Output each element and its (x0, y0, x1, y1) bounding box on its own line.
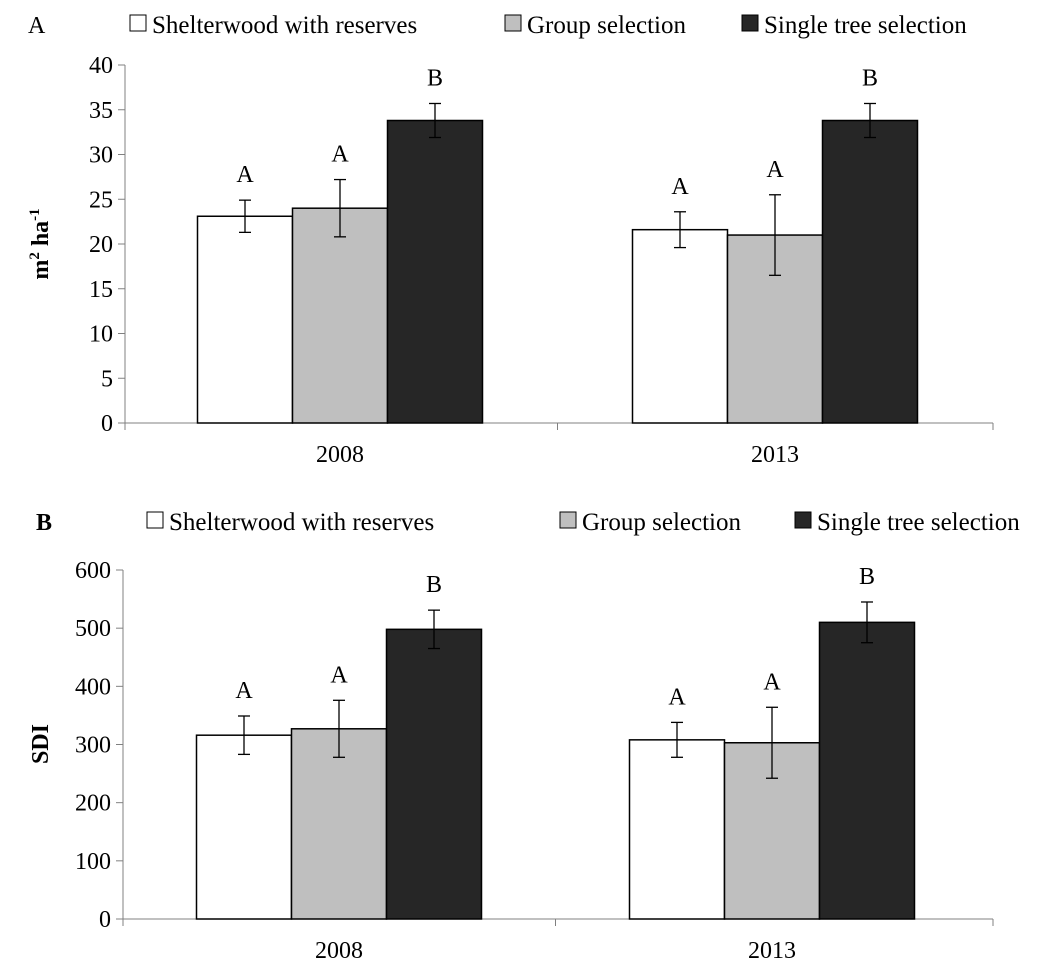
panel-2-y-tick-label-2: 200 (75, 791, 111, 817)
panel-2-legend-label-2: Group selection (582, 509, 741, 536)
panel-2-y-tick-label-4: 400 (75, 674, 111, 700)
panel-1-sig-letter-3-2013: B (862, 65, 878, 91)
panel-1-y-tick-label-1: 5 (101, 366, 113, 392)
panel-2-bar-3-2008 (385, 628, 483, 920)
panel-1-sig-letter-3-2008: B (427, 65, 443, 91)
panel-2-y-tick-label-3: 300 (75, 733, 111, 759)
panel-1-legend-swatch-2 (504, 14, 522, 32)
panel-1-bar-3-2008 (386, 119, 484, 424)
panel-1-label: A (28, 13, 46, 39)
panel-2-legend-label-1: Shelterwood with reserves (169, 509, 434, 536)
panel-1-y-tick-label-3: 15 (89, 277, 113, 303)
panel-1-sig-letter-1-2013: A (671, 174, 689, 200)
panel-1-y-tick-label-0: 0 (101, 411, 113, 437)
panel-1-sig-letter-2-2008: A (331, 142, 349, 168)
panel-2-legend-swatch-2 (559, 511, 577, 529)
panel-2-category-label-2: 2013 (748, 938, 796, 964)
panel-2-bar-3-2013 (818, 621, 916, 920)
panel-2-bar-2-2008 (290, 728, 388, 920)
panel-1-y-tick-label-8: 40 (89, 53, 113, 79)
panel-2-legend-swatch-1 (146, 511, 164, 529)
panel-2-sig-letter-2-2008: A (330, 662, 348, 688)
panel-2-y-tick-label-6: 600 (75, 558, 111, 584)
panel-2-y-tick-label-0: 0 (99, 907, 111, 933)
panel-1-sig-letter-2-2013: A (766, 157, 784, 183)
panel-1-sig-letter-1-2008: A (236, 162, 254, 188)
panel-1-y-tick-label-5: 25 (89, 187, 113, 213)
panel-1-bar-2-2008 (291, 207, 389, 424)
panel-1-y-tick-label-7: 35 (89, 98, 113, 124)
panel-1-y-tick-label-4: 20 (89, 232, 113, 258)
panel-2-sig-letter-3-2008: B (426, 572, 442, 598)
panel-1-bar-3-2013 (821, 119, 919, 424)
panel-1-legend-swatch-3 (741, 14, 759, 32)
panel-1-category-label-1: 2008 (316, 442, 364, 468)
panel-2-bar-1-2013 (628, 739, 726, 920)
panel-2-y-tick-label-1: 100 (75, 849, 111, 875)
panel-2-sig-letter-3-2013: B (859, 564, 875, 590)
panel-1-y-tick-label-6: 30 (89, 143, 113, 169)
panel-2-category-label-1: 2008 (315, 938, 363, 964)
panel-2-legend-swatch-3 (794, 511, 812, 529)
panel-2-sig-letter-2-2013: A (763, 669, 781, 695)
panel-1-legend-label-1: Shelterwood with reserves (152, 12, 417, 39)
panel-1-legend-label-3: Single tree selection (764, 12, 967, 39)
panel-2-label: B (36, 510, 52, 536)
panel-2-y-axis-label: SDI (28, 724, 54, 764)
panel-2-bar-1-2008 (195, 734, 293, 920)
panel-2-sig-letter-1-2008: A (235, 678, 253, 704)
panel-1-y-axis-label: m2 ha-1 (27, 208, 54, 279)
panel-1-legend-swatch-1 (129, 14, 147, 32)
panel-2-y-tick-label-5: 500 (75, 616, 111, 642)
panel-2-sig-letter-1-2013: A (668, 684, 686, 710)
panel-1-category-label-2: 2013 (751, 442, 799, 468)
panel-1-bar-1-2013 (631, 228, 729, 424)
panel-1-bar-1-2008 (196, 215, 294, 424)
panel-1-y-tick-label-2: 10 (89, 322, 113, 348)
panel-1-legend-label-2: Group selection (527, 12, 686, 39)
panel-2-legend-label-3: Single tree selection (817, 509, 1020, 536)
